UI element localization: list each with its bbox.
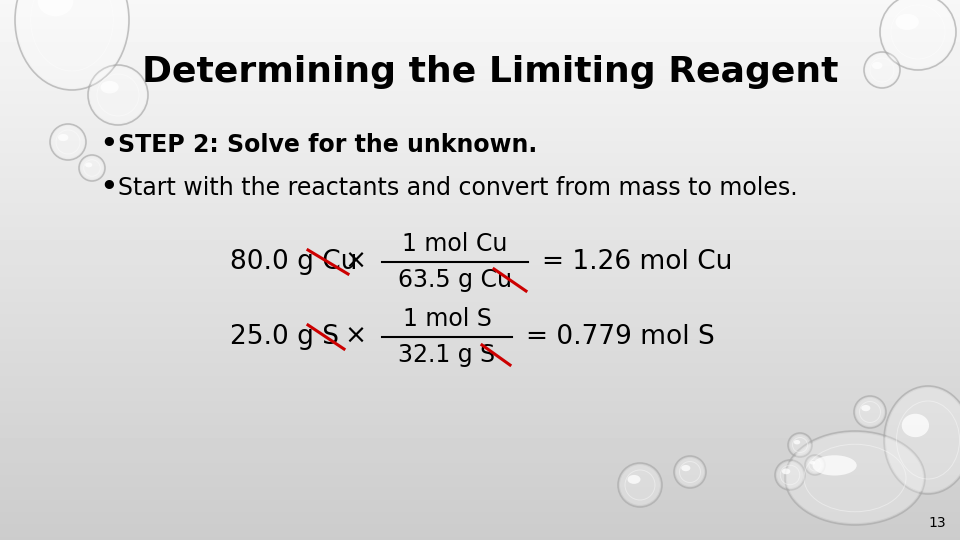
Ellipse shape	[856, 398, 884, 426]
Text: •: •	[100, 132, 117, 158]
Text: 1 mol S: 1 mol S	[402, 307, 492, 331]
Text: ×: ×	[344, 324, 366, 350]
Text: 63.5 g Cu: 63.5 g Cu	[398, 268, 512, 292]
Text: ×: ×	[344, 249, 366, 275]
Ellipse shape	[807, 457, 823, 473]
Ellipse shape	[81, 157, 103, 179]
Text: Start with the reactants and convert from mass to moles.: Start with the reactants and convert fro…	[118, 176, 798, 200]
Ellipse shape	[882, 0, 954, 68]
Ellipse shape	[17, 0, 127, 88]
Ellipse shape	[682, 465, 690, 471]
Ellipse shape	[101, 81, 119, 93]
Ellipse shape	[896, 14, 919, 30]
Ellipse shape	[790, 435, 810, 455]
Text: STEP 2: Solve for the unknown.: STEP 2: Solve for the unknown.	[118, 133, 538, 157]
Ellipse shape	[37, 0, 73, 16]
Ellipse shape	[58, 134, 68, 141]
Ellipse shape	[620, 465, 660, 505]
Text: 13: 13	[928, 516, 946, 530]
Ellipse shape	[781, 468, 790, 474]
Ellipse shape	[676, 458, 704, 486]
Text: = 0.779 mol S: = 0.779 mol S	[526, 324, 715, 350]
Ellipse shape	[628, 475, 640, 484]
Text: 25.0 g S: 25.0 g S	[230, 324, 339, 350]
Ellipse shape	[812, 455, 856, 476]
Ellipse shape	[810, 461, 815, 464]
Text: Determining the Limiting Reagent: Determining the Limiting Reagent	[142, 55, 838, 89]
Text: 32.1 g S: 32.1 g S	[398, 343, 495, 367]
Ellipse shape	[90, 67, 146, 123]
Ellipse shape	[794, 440, 801, 444]
Ellipse shape	[777, 462, 803, 488]
Ellipse shape	[85, 163, 92, 167]
Text: = 1.26 mol Cu: = 1.26 mol Cu	[542, 249, 732, 275]
Ellipse shape	[861, 405, 871, 411]
Text: 80.0 g Cu: 80.0 g Cu	[230, 249, 357, 275]
Ellipse shape	[866, 54, 898, 86]
Ellipse shape	[787, 433, 923, 523]
Ellipse shape	[872, 62, 882, 69]
Text: 1 mol Cu: 1 mol Cu	[402, 232, 508, 256]
Text: •: •	[100, 175, 117, 201]
Ellipse shape	[901, 414, 929, 437]
Ellipse shape	[52, 126, 84, 158]
Ellipse shape	[886, 388, 960, 492]
